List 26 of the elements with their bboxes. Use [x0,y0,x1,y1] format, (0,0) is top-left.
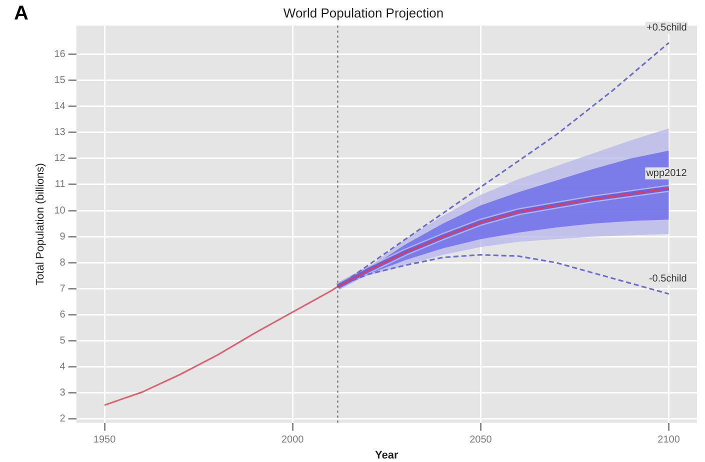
y-tick-label: 8 [60,257,66,268]
y-tick-label: 10 [54,205,66,216]
x-axis-title: Year [375,449,399,462]
x-tick-label: 1950 [93,434,116,446]
y-axis-title: Total Population (billions) [34,163,47,286]
text: A [14,2,28,25]
chart-title: World Population Projection [283,5,444,20]
y-tick-label: 2 [60,414,66,425]
y-tick-label: 16 [54,49,66,60]
series-label: wpp2012 [645,168,688,180]
y-tick-label: 6 [60,309,66,320]
y-tick-label: 15 [54,75,66,86]
y-tick-label: 12 [54,153,66,164]
series-label: -0.5child [648,274,687,285]
y-tick-label: 14 [54,101,66,112]
series-label: +0.5child [646,22,687,34]
y-tick-label: 9 [60,231,66,242]
y-tick-label: 13 [54,127,66,138]
y-tick-label: 3 [60,388,66,399]
x-tick-label: 2000 [281,434,304,446]
y-tick-label: 4 [60,362,66,373]
y-tick-label: 7 [60,283,66,294]
y-tick-label: 11 [54,179,66,190]
x-tick-label: 2100 [658,434,680,446]
y-tick-label: 5 [60,336,66,347]
x-tick-label: 2050 [470,434,492,446]
